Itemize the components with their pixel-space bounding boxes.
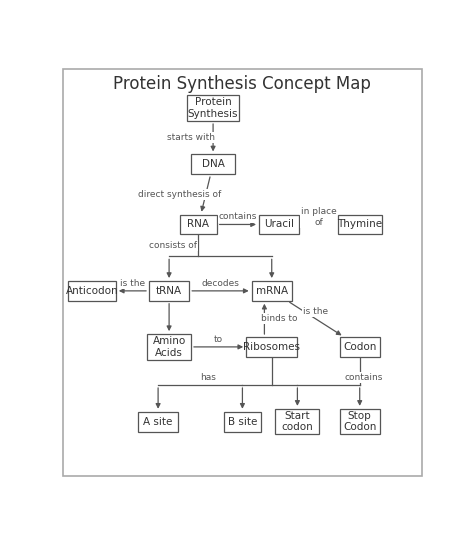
Text: contains: contains xyxy=(344,373,383,382)
FancyBboxPatch shape xyxy=(340,409,380,434)
FancyBboxPatch shape xyxy=(252,281,292,301)
FancyBboxPatch shape xyxy=(191,154,235,174)
Text: Thymine: Thymine xyxy=(337,219,382,230)
Text: B site: B site xyxy=(228,417,257,426)
Text: has: has xyxy=(200,373,216,382)
FancyBboxPatch shape xyxy=(246,337,298,357)
Text: Stop
Codon: Stop Codon xyxy=(343,411,377,432)
FancyBboxPatch shape xyxy=(224,412,261,432)
Text: Codon: Codon xyxy=(343,342,377,352)
Text: direct synthesis of: direct synthesis of xyxy=(139,190,222,199)
Text: binds to: binds to xyxy=(261,314,298,323)
FancyBboxPatch shape xyxy=(147,334,191,360)
FancyBboxPatch shape xyxy=(340,337,380,357)
Text: Start
codon: Start codon xyxy=(281,411,313,432)
Text: A site: A site xyxy=(143,417,173,426)
FancyBboxPatch shape xyxy=(187,95,239,121)
FancyBboxPatch shape xyxy=(259,215,299,234)
Text: is the: is the xyxy=(120,279,145,288)
Text: starts with: starts with xyxy=(167,133,215,142)
Text: DNA: DNA xyxy=(201,160,225,169)
Text: Amino
Acids: Amino Acids xyxy=(152,336,186,358)
Text: Uracil: Uracil xyxy=(264,219,294,230)
Text: consists of: consists of xyxy=(149,241,197,250)
Text: in place
of: in place of xyxy=(301,208,336,227)
Text: contains: contains xyxy=(219,212,257,222)
Text: mRNA: mRNA xyxy=(256,286,288,296)
FancyBboxPatch shape xyxy=(180,215,217,234)
FancyBboxPatch shape xyxy=(138,412,178,432)
Text: Protein
Synthesis: Protein Synthesis xyxy=(188,98,238,119)
Text: Ribosomes: Ribosomes xyxy=(243,342,300,352)
Text: to: to xyxy=(214,335,223,344)
FancyBboxPatch shape xyxy=(68,281,116,301)
Text: RNA: RNA xyxy=(187,219,210,230)
FancyBboxPatch shape xyxy=(275,409,319,434)
Text: decodes: decodes xyxy=(201,279,239,288)
FancyBboxPatch shape xyxy=(149,281,189,301)
Text: Protein Synthesis Concept Map: Protein Synthesis Concept Map xyxy=(114,75,371,93)
Text: is the: is the xyxy=(303,307,328,316)
Text: Anticodon: Anticodon xyxy=(66,286,118,296)
FancyBboxPatch shape xyxy=(338,215,382,234)
Text: tRNA: tRNA xyxy=(156,286,182,296)
